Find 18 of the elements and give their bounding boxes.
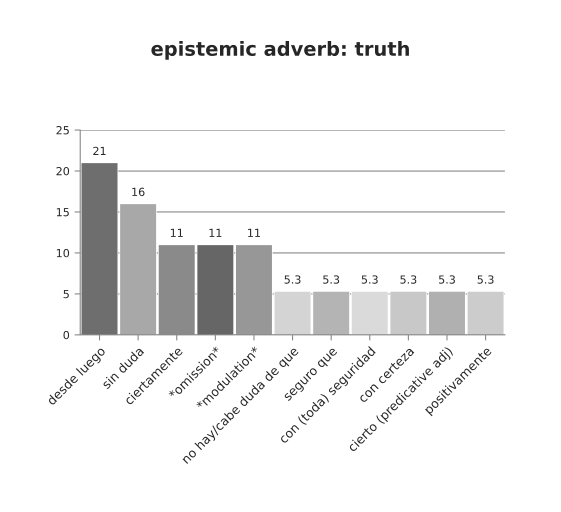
- data-label: 11: [170, 228, 183, 237]
- data-label: 11: [210, 228, 222, 237]
- y-tick-label: 25: [56, 126, 69, 134]
- y-tick-label: 5: [64, 290, 69, 298]
- data-label: 21: [93, 146, 106, 155]
- data-label: 5.3: [284, 275, 301, 284]
- data-label: 11: [248, 228, 260, 237]
- y-tick-label: 15: [56, 208, 69, 216]
- data-label: 16: [132, 188, 145, 196]
- data-label: 5.3: [323, 275, 340, 284]
- data-label: 5.3: [439, 275, 455, 284]
- data-label: 5.3: [478, 275, 494, 284]
- chart-title: epistemic adverb: truth: [151, 40, 409, 60]
- data-label: 5.3: [362, 275, 378, 284]
- y-tick-label: 0: [63, 330, 70, 340]
- y-tick-label: 10: [56, 248, 70, 258]
- y-tick-label: 20: [56, 166, 70, 176]
- data-label: 5.3: [400, 275, 416, 284]
